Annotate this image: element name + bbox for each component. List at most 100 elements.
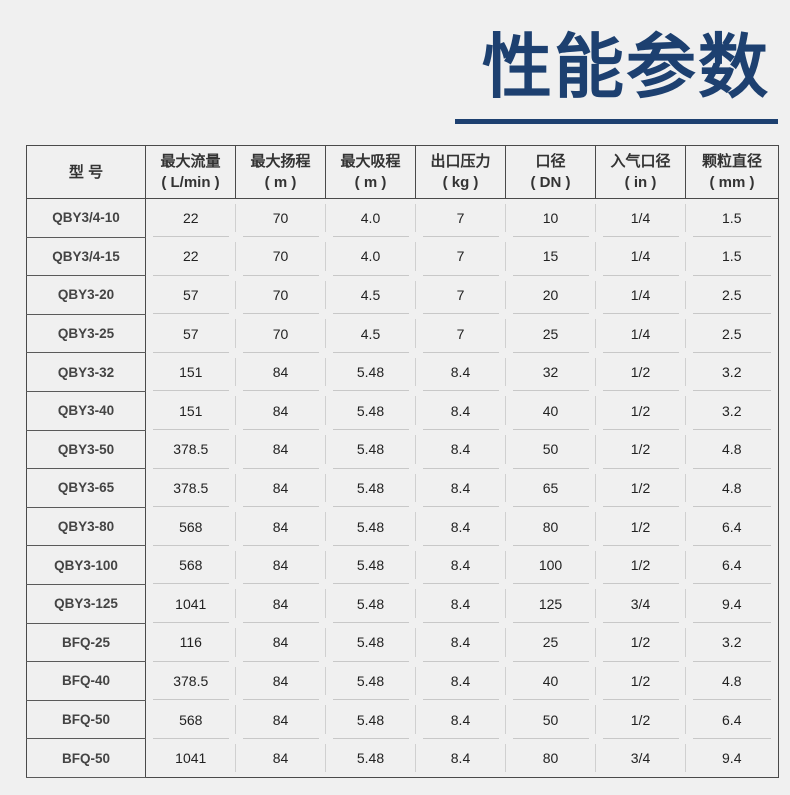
cell-particle-size: 3.2 (686, 391, 779, 430)
cell-diameter: 40 (506, 391, 596, 430)
cell-max-suction: 5.48 (326, 739, 416, 778)
cell-particle-size: 6.4 (686, 546, 779, 585)
cell-diameter: 50 (506, 430, 596, 469)
cell-diameter: 125 (506, 584, 596, 623)
cell-max-suction: 5.48 (326, 353, 416, 392)
cell-air-inlet: 1/4 (596, 237, 686, 276)
cell-air-inlet: 1/2 (596, 391, 686, 430)
table-row: QBY3-50 378.5 84 5.48 8.4 50 1/2 4.8 (26, 430, 779, 470)
cell-model: QBY3-65 (26, 468, 146, 508)
cell-max-flow: 568 (146, 546, 236, 585)
cell-diameter: 65 (506, 469, 596, 508)
cell-max-head: 84 (236, 584, 326, 623)
cell-max-head: 84 (236, 662, 326, 701)
table-row: QBY3-100 568 84 5.48 8.4 100 1/2 6.4 (26, 545, 779, 585)
cell-max-head: 84 (236, 546, 326, 585)
header-max-head: 最大扬程 ( m ) (235, 145, 326, 199)
table-row: QBY3-20 57 70 4.5 7 20 1/4 2.5 (26, 275, 779, 315)
header-unit: ( DN ) (530, 174, 571, 191)
table-row: QBY3-40 151 84 5.48 8.4 40 1/2 3.2 (26, 391, 779, 431)
header-label: 口径 (535, 153, 566, 170)
cell-outlet-pressure: 7 (416, 314, 506, 353)
cell-diameter: 25 (506, 314, 596, 353)
cell-max-suction: 5.48 (326, 584, 416, 623)
cell-max-head: 84 (236, 391, 326, 430)
header-label: 最大流量 (160, 153, 221, 170)
cell-air-inlet: 1/4 (596, 314, 686, 353)
cell-max-flow: 568 (146, 507, 236, 546)
cell-max-suction: 5.48 (326, 430, 416, 469)
cell-model: BFQ-50 (26, 738, 146, 778)
cell-model: QBY3-32 (26, 352, 146, 392)
cell-diameter: 10 (506, 199, 596, 238)
cell-max-head: 84 (236, 507, 326, 546)
cell-max-head: 84 (236, 430, 326, 469)
table-row: QBY3-80 568 84 5.48 8.4 80 1/2 6.4 (26, 507, 779, 547)
header-unit: ( L/min ) (161, 174, 220, 191)
cell-particle-size: 2.5 (686, 314, 779, 353)
cell-air-inlet: 1/2 (596, 430, 686, 469)
cell-max-flow: 378.5 (146, 430, 236, 469)
cell-outlet-pressure: 8.4 (416, 469, 506, 508)
header-label: 颗粒直径 (701, 153, 762, 170)
cell-max-flow: 378.5 (146, 662, 236, 701)
cell-model: QBY3-80 (26, 507, 146, 547)
cell-air-inlet: 1/2 (596, 353, 686, 392)
table-row: BFQ-50 1041 84 5.48 8.4 80 3/4 9.4 (26, 738, 779, 778)
header-unit: ( in ) (624, 174, 657, 191)
table-row: QBY3/4-10 22 70 4.0 7 10 1/4 1.5 (26, 198, 779, 238)
cell-model: QBY3-125 (26, 584, 146, 624)
table-row: BFQ-25 116 84 5.48 8.4 25 1/2 3.2 (26, 623, 779, 663)
header-label: 入气口径 (610, 153, 671, 170)
header-model: 型 号 (26, 145, 146, 199)
header-outlet-pressure: 出口压力 ( kg ) (415, 145, 506, 199)
cell-outlet-pressure: 8.4 (416, 353, 506, 392)
cell-outlet-pressure: 8.4 (416, 430, 506, 469)
header-label: 最大吸程 (340, 153, 401, 170)
cell-max-flow: 57 (146, 276, 236, 315)
table-row: QBY3-65 378.5 84 5.48 8.4 65 1/2 4.8 (26, 468, 779, 508)
cell-max-suction: 5.48 (326, 662, 416, 701)
cell-particle-size: 6.4 (686, 507, 779, 546)
cell-particle-size: 4.8 (686, 662, 779, 701)
cell-max-head: 70 (236, 199, 326, 238)
cell-max-suction: 4.0 (326, 237, 416, 276)
cell-max-suction: 5.48 (326, 546, 416, 585)
header-label: 型 号 (68, 163, 104, 181)
cell-diameter: 32 (506, 353, 596, 392)
cell-particle-size: 3.2 (686, 623, 779, 662)
cell-particle-size: 6.4 (686, 700, 779, 739)
cell-max-suction: 5.48 (326, 623, 416, 662)
table-row: QBY3-125 1041 84 5.48 8.4 125 3/4 9.4 (26, 584, 779, 624)
cell-particle-size: 9.4 (722, 749, 742, 766)
cell-air-inlet: 3/4 (596, 584, 686, 623)
cell-model: QBY3/4-15 (26, 237, 146, 277)
cell-outlet-pressure: 8.4 (416, 584, 506, 623)
cell-diameter: 15 (506, 237, 596, 276)
header-unit: ( mm ) (709, 174, 755, 191)
cell-outlet-pressure: 8.4 (416, 662, 506, 701)
cell-model: QBY3-50 (26, 430, 146, 470)
cell-outlet-pressure: 8.4 (416, 739, 506, 778)
cell-max-flow: 568 (146, 700, 236, 739)
table-row: QBY3-32 151 84 5.48 8.4 32 1/2 3.2 (26, 352, 779, 392)
header-max-suction: 最大吸程 ( m ) (325, 145, 416, 199)
cell-model: BFQ-25 (26, 623, 146, 663)
title-underline (455, 119, 778, 124)
header-unit: ( m ) (354, 174, 387, 191)
cell-particle-size: 4.8 (686, 469, 779, 508)
cell-max-suction: 5.48 (326, 469, 416, 508)
cell-air-inlet: 1/2 (596, 507, 686, 546)
cell-outlet-pressure: 8.4 (416, 391, 506, 430)
cell-diameter: 80 (506, 739, 596, 778)
header-label: 最大扬程 (250, 153, 311, 170)
cell-max-suction: 5.48 (326, 700, 416, 739)
cell-max-flow: 116 (146, 623, 236, 662)
header-diameter: 口径 ( DN ) (505, 145, 596, 199)
cell-model: BFQ-40 (26, 661, 146, 701)
table-row: QBY3/4-15 22 70 4.0 7 15 1/4 1.5 (26, 237, 779, 277)
cell-model: QBY3-20 (26, 275, 146, 315)
cell-max-suction: 4.5 (326, 314, 416, 353)
cell-air-inlet: 1/2 (596, 623, 686, 662)
cell-max-head: 70 (236, 314, 326, 353)
